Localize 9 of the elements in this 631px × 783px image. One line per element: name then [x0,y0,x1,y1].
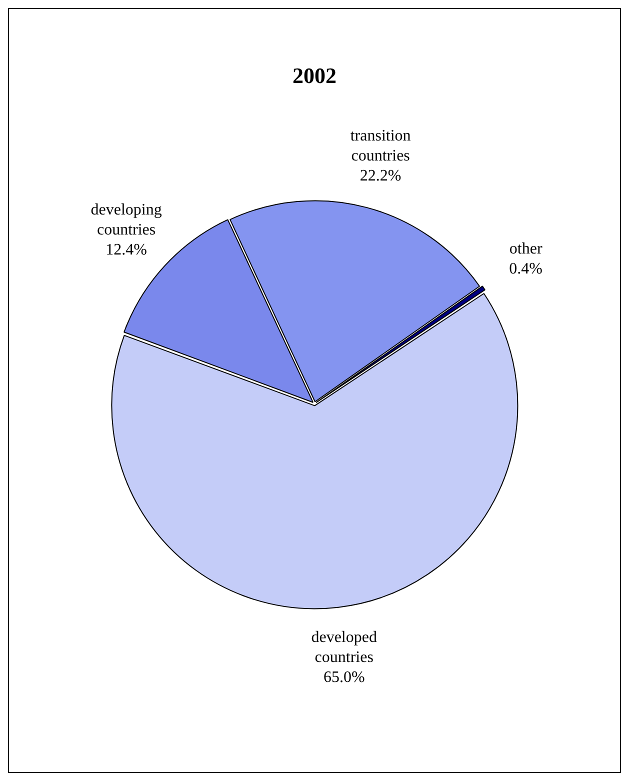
data-label: 65.0% [323,669,365,686]
data-label: 22.2% [360,168,402,185]
data-label: 12.4% [106,241,147,258]
chart-title: 2002 [292,62,336,88]
slice-label: other [509,240,543,258]
data-label: 0.4% [509,260,542,278]
slice-label: transition countries [350,128,411,165]
slice-label: developing countries [90,201,162,238]
slice-label: developed countries [311,629,377,666]
